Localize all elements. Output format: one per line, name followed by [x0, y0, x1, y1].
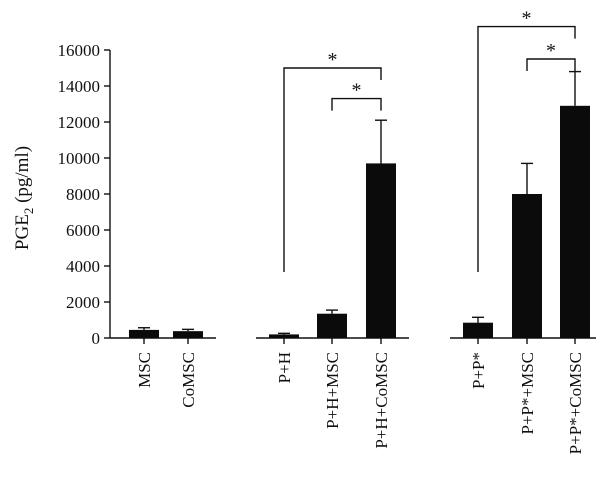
significance-bracket: [283, 67, 382, 272]
significance-bracket: [331, 97, 382, 111]
category-label: P+P*+CoMSC: [566, 352, 585, 454]
bar: [317, 313, 347, 338]
bar: [173, 331, 203, 338]
y-axis-title: PGE2 (pg/ml): [12, 146, 36, 250]
significance-bracket: [526, 58, 576, 71]
bar: [129, 329, 159, 338]
y-tick-label: 2000: [66, 293, 100, 312]
category-label: P+H+MSC: [323, 352, 342, 429]
category-label: P+H: [275, 352, 294, 383]
y-tick-label: 8000: [66, 185, 100, 204]
y-tick-label: 14000: [58, 77, 101, 96]
significance-star: *: [328, 49, 338, 71]
bar: [269, 334, 299, 338]
category-label: CoMSC: [179, 352, 198, 408]
category-label: P+P*+MSC: [518, 352, 537, 435]
significance-brackets: * * * *: [283, 8, 576, 272]
category-labels: MSC CoMSC P+H P+H+MSC P+H+CoMSC P+P* P+P*+MSC P…: [135, 352, 585, 454]
significance-bracket: [477, 25, 576, 272]
y-tick-label: 4000: [66, 257, 100, 276]
significance-star: *: [546, 40, 556, 62]
y-tick-label: 16000: [58, 41, 101, 60]
y-tick-label: 0: [92, 329, 101, 348]
bar: [560, 105, 590, 338]
y-tick-label: 6000: [66, 221, 100, 240]
bar: [366, 163, 396, 338]
axes: 0 2000 4000 6000 8000 10000 12000 14000 16000: [58, 41, 596, 348]
significance-star: *: [352, 80, 362, 102]
bars: [129, 70, 590, 338]
bar: [512, 194, 542, 338]
category-label: P+H+CoMSC: [372, 352, 391, 449]
bar: [463, 322, 493, 338]
y-tick-label: 12000: [58, 113, 101, 132]
category-label: MSC: [135, 352, 154, 388]
significance-star: *: [522, 8, 532, 30]
y-tick-label: 10000: [58, 149, 101, 168]
category-label: P+P*: [469, 352, 488, 389]
